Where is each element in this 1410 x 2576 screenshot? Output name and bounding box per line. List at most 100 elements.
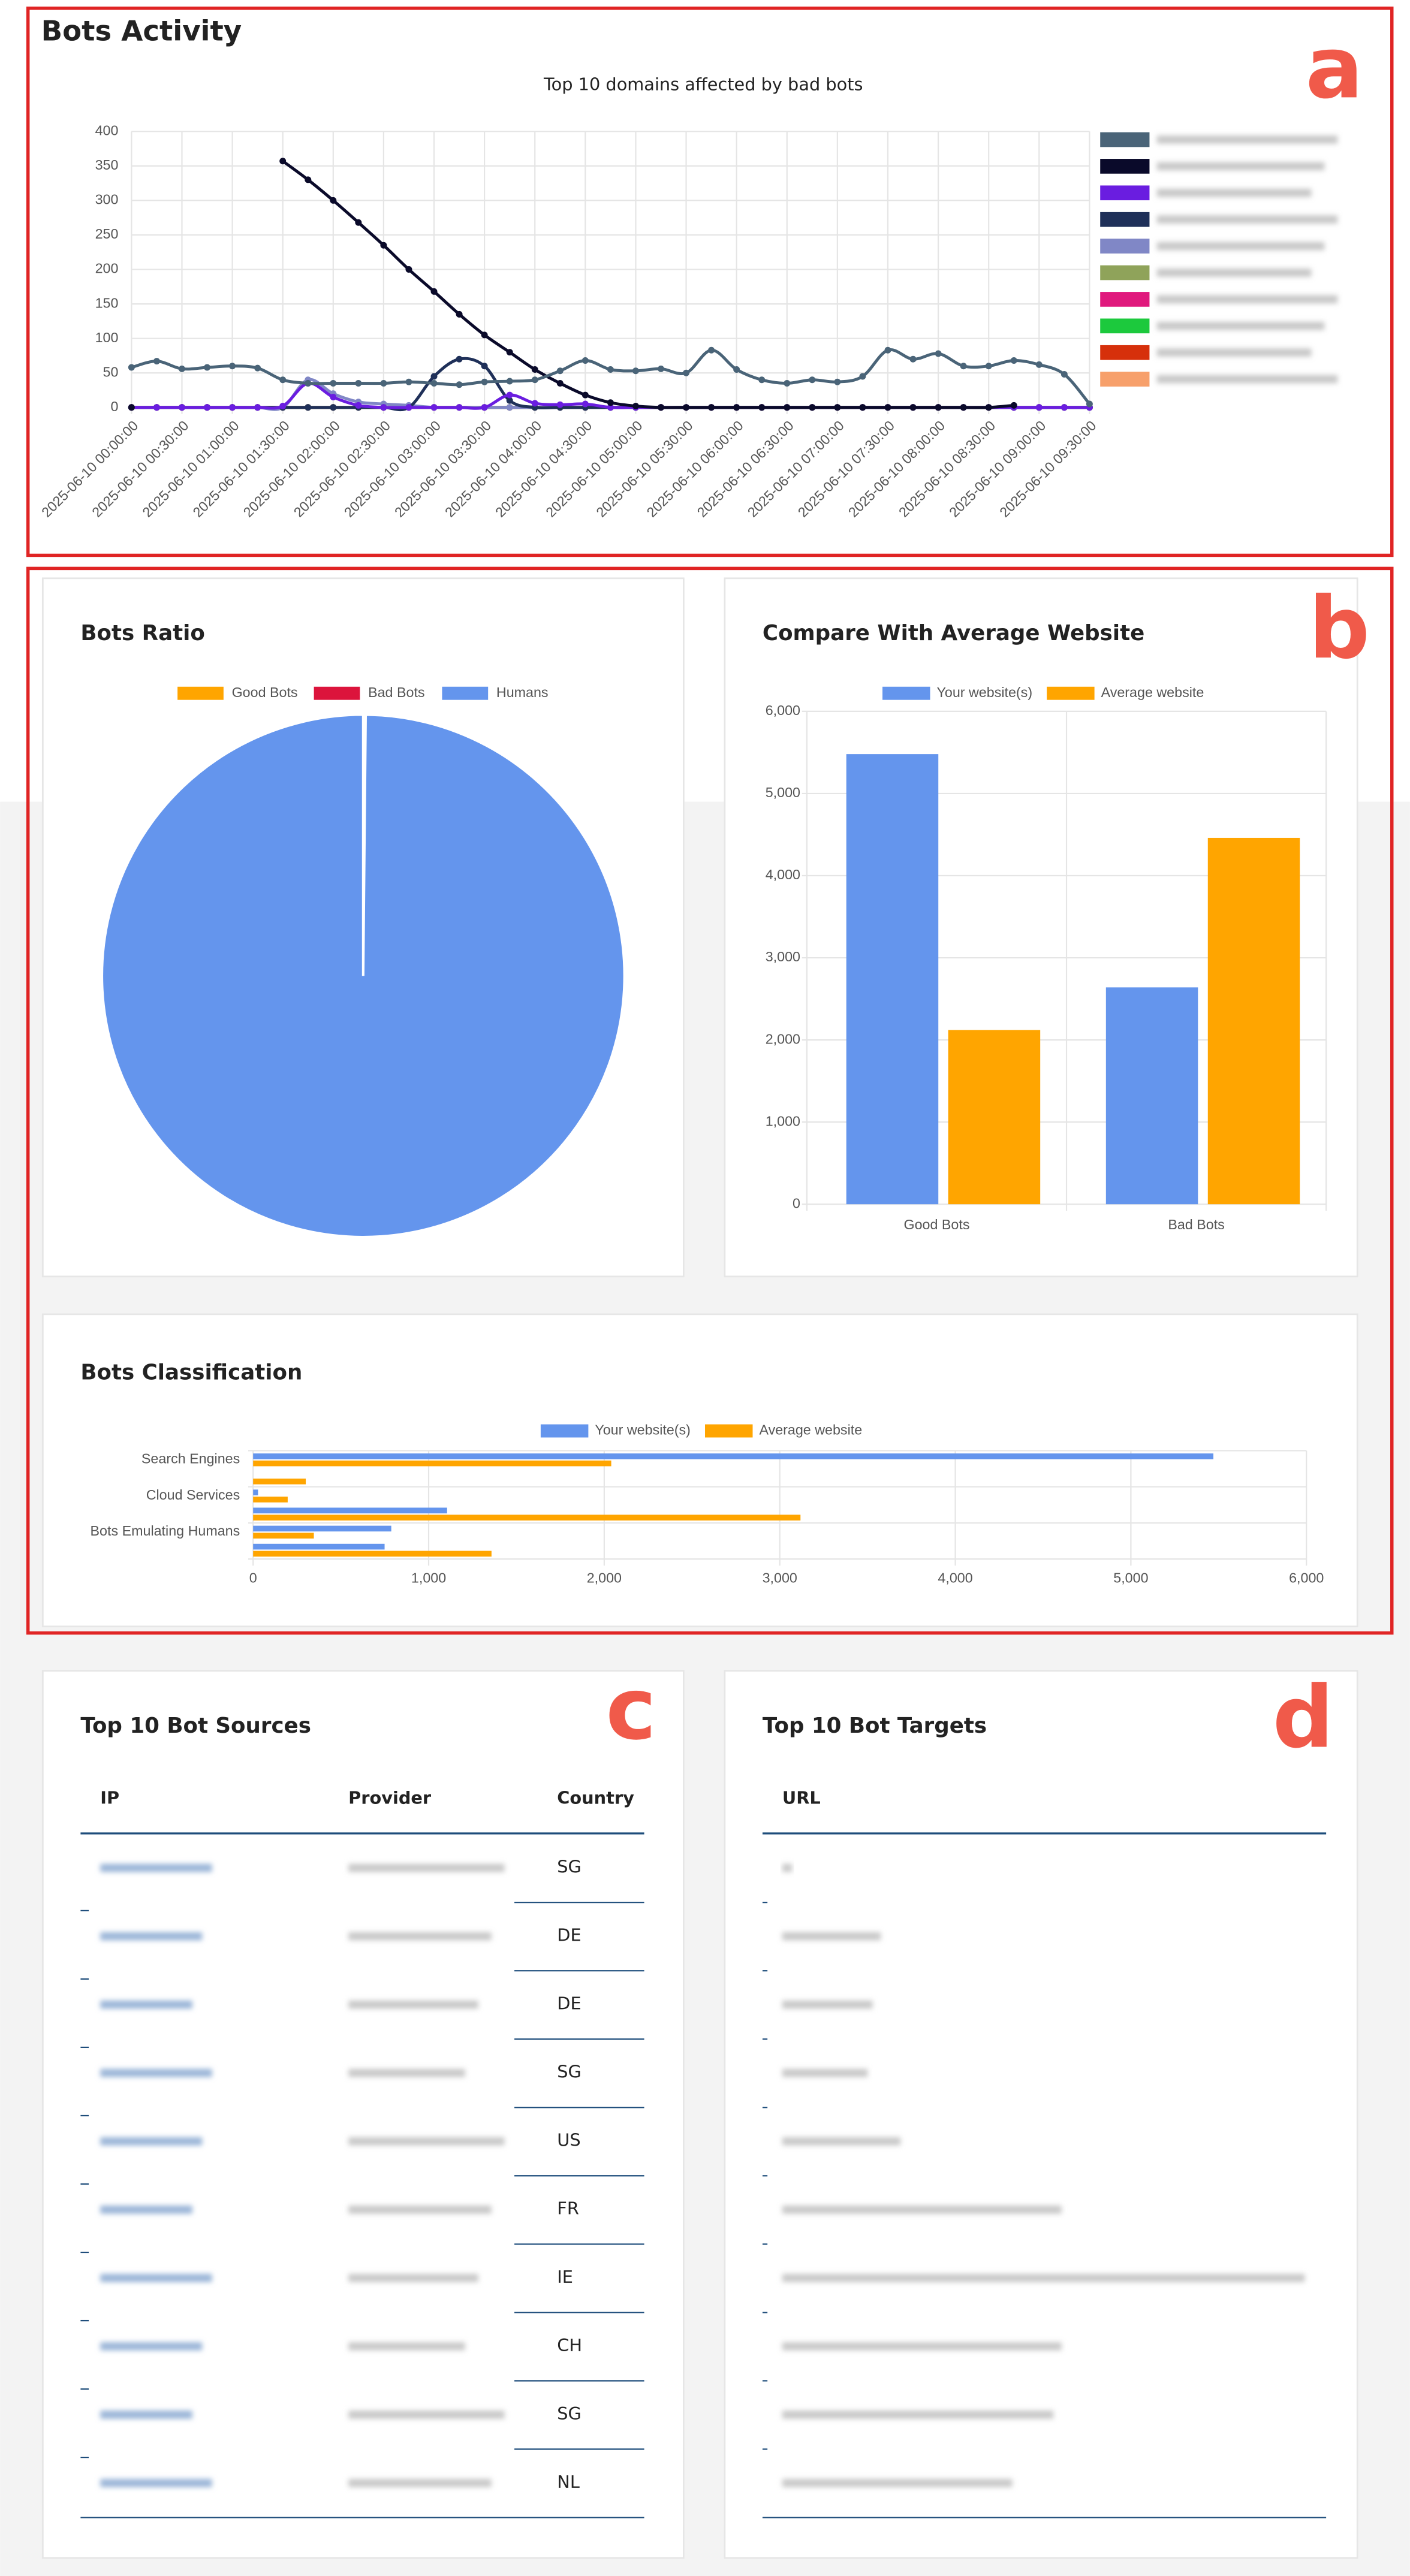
- provider-blurred: [348, 2342, 465, 2351]
- country-cell: NL: [557, 2472, 580, 2492]
- legend-swatch: [1098, 237, 1152, 255]
- data-point: [884, 404, 891, 411]
- provider-blurred: [348, 2205, 492, 2214]
- chart-title: Top 10 domains affected by bad bots: [543, 74, 863, 95]
- url-blurred: [782, 2273, 1305, 2282]
- data-point: [531, 366, 538, 373]
- y-tick-label: 0: [793, 1195, 800, 1211]
- data-point: [935, 404, 942, 411]
- column-header: IP: [100, 1787, 119, 1808]
- data-point: [733, 366, 740, 373]
- data-point: [582, 391, 589, 399]
- legend-swatch: [1098, 183, 1152, 202]
- bar: [253, 1551, 492, 1557]
- data-point: [355, 380, 362, 387]
- data-point: [481, 331, 488, 339]
- bar: [253, 1533, 314, 1539]
- provider-blurred: [348, 1932, 492, 1941]
- provider-blurred: [348, 2479, 492, 2487]
- data-point: [254, 404, 261, 411]
- ip-blurred: [100, 1932, 203, 1941]
- y-tick-label: 1,000: [766, 1113, 800, 1129]
- bar: [846, 754, 939, 1205]
- column-header: Provider: [348, 1787, 432, 1808]
- legend-label-blurred: [1156, 295, 1338, 304]
- card: [724, 1670, 1358, 2559]
- bar: [253, 1507, 447, 1514]
- data-point: [481, 404, 488, 411]
- data-point: [430, 373, 438, 380]
- data-point: [355, 402, 362, 409]
- data-point: [456, 404, 463, 411]
- data-point: [430, 288, 438, 295]
- legend-swatch: [1098, 130, 1152, 149]
- legend-swatch: [1098, 316, 1152, 335]
- data-point: [632, 367, 639, 375]
- y-tick-label: 4,000: [766, 867, 800, 882]
- annotation-label: b: [1309, 578, 1370, 678]
- data-point: [229, 404, 236, 411]
- data-point: [330, 380, 337, 387]
- bar: [253, 1460, 611, 1467]
- data-point: [985, 363, 992, 370]
- data-point: [430, 380, 438, 387]
- legend-swatch: [1098, 290, 1152, 309]
- data-point: [909, 355, 917, 363]
- data-point: [531, 400, 538, 407]
- provider-blurred: [348, 1863, 505, 1872]
- legend-label-blurred: [1156, 321, 1325, 330]
- legend-label-blurred: [1156, 269, 1312, 277]
- data-point: [254, 364, 261, 372]
- legend-swatch: [1098, 210, 1152, 229]
- ip-blurred: [100, 2137, 203, 2146]
- x-tick-label: 4,000: [938, 1570, 972, 1585]
- data-point: [556, 367, 564, 375]
- legend-swatch: [442, 686, 489, 700]
- data-point: [506, 349, 513, 356]
- x-tick-label: 2,000: [587, 1570, 622, 1585]
- url-blurred: [782, 2479, 1013, 2487]
- legend-label: Humans: [496, 684, 549, 700]
- card-title: Top 10 Bot Targets: [763, 1714, 987, 1738]
- data-point: [733, 404, 740, 411]
- data-point: [1086, 400, 1093, 408]
- card-title: Bots Ratio: [80, 621, 204, 645]
- column-header: Country: [557, 1787, 634, 1808]
- bar: [253, 1543, 385, 1550]
- legend-swatch: [882, 686, 930, 700]
- x-tick-label: Bad Bots: [1168, 1217, 1224, 1232]
- provider-blurred: [348, 2410, 505, 2419]
- card: [41, 1670, 685, 2559]
- data-point: [153, 404, 160, 411]
- y-tick-label: 5,000: [766, 785, 800, 800]
- ip-blurred: [100, 2342, 203, 2351]
- url-blurred: [782, 2205, 1062, 2214]
- ip-blurred: [100, 2068, 212, 2077]
- data-point: [355, 219, 362, 226]
- data-point: [556, 401, 564, 408]
- data-point: [330, 404, 337, 411]
- data-point: [607, 366, 614, 373]
- legend-label-blurred: [1156, 188, 1312, 197]
- data-point: [582, 357, 589, 364]
- x-tick-label: 6,000: [1289, 1570, 1324, 1585]
- country-cell: DE: [557, 1925, 581, 1945]
- data-point: [405, 378, 412, 385]
- data-point: [1010, 402, 1017, 409]
- data-point: [809, 404, 816, 411]
- legend-label: Your website(s): [595, 1422, 691, 1438]
- pie-slice: [101, 713, 626, 1239]
- bar: [1105, 987, 1198, 1205]
- url-blurred: [782, 2068, 868, 2077]
- country-cell: CH: [557, 2335, 582, 2355]
- card-title: Top 10 Bot Sources: [80, 1714, 311, 1738]
- country-cell: SG: [557, 2403, 582, 2424]
- data-point: [834, 378, 841, 385]
- y-tick-label: 50: [103, 364, 119, 379]
- data-point: [506, 391, 513, 399]
- data-point: [758, 376, 766, 384]
- data-point: [380, 380, 387, 387]
- data-point: [204, 364, 211, 371]
- data-point: [128, 404, 135, 411]
- x-tick-label: 0: [249, 1570, 257, 1585]
